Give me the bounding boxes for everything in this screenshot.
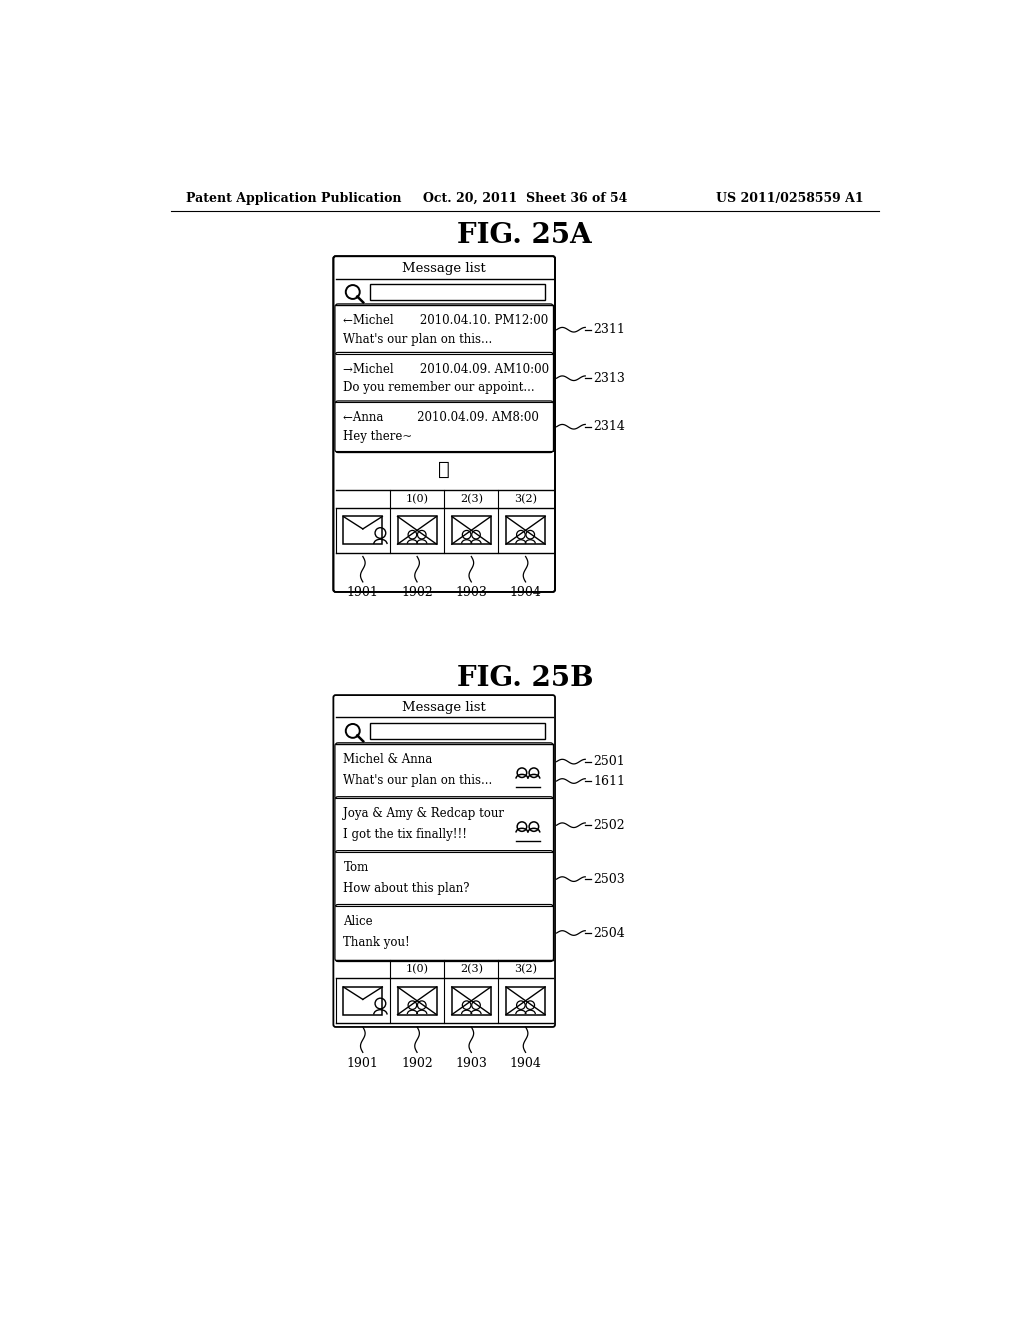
Text: Tom: Tom <box>343 861 369 874</box>
Text: 1904: 1904 <box>510 586 542 599</box>
Text: What's our plan on this...: What's our plan on this... <box>343 774 493 787</box>
Text: FIG. 25B: FIG. 25B <box>457 665 593 692</box>
FancyBboxPatch shape <box>335 743 554 800</box>
Text: ⋮: ⋮ <box>438 461 451 479</box>
Text: 2(3): 2(3) <box>460 494 483 504</box>
Text: ←Anna         2010.04.09. AM8:00: ←Anna 2010.04.09. AM8:00 <box>343 412 540 425</box>
Text: Message list: Message list <box>402 701 486 714</box>
Bar <box>397 516 436 544</box>
Text: 1903: 1903 <box>456 1056 487 1069</box>
Text: How about this plan?: How about this plan? <box>343 882 470 895</box>
FancyBboxPatch shape <box>335 304 554 355</box>
Text: →Michel       2010.04.09. AM10:00: →Michel 2010.04.09. AM10:00 <box>343 363 550 376</box>
Text: 2314: 2314 <box>593 420 625 433</box>
Text: Oct. 20, 2011  Sheet 36 of 54: Oct. 20, 2011 Sheet 36 of 54 <box>423 191 627 205</box>
FancyBboxPatch shape <box>335 797 554 854</box>
Text: Hey there~: Hey there~ <box>343 430 413 444</box>
Text: Alice: Alice <box>343 915 373 928</box>
FancyBboxPatch shape <box>335 352 554 404</box>
Text: 2504: 2504 <box>593 927 625 940</box>
Bar <box>343 516 382 544</box>
Text: 1(0): 1(0) <box>406 494 429 504</box>
Text: 2501: 2501 <box>593 755 625 768</box>
FancyBboxPatch shape <box>335 850 554 908</box>
Bar <box>506 516 545 544</box>
Text: Joya & Amy & Redcap tour: Joya & Amy & Redcap tour <box>343 807 505 820</box>
Text: 3(2): 3(2) <box>514 964 537 974</box>
Bar <box>397 987 436 1015</box>
Text: 3(2): 3(2) <box>514 494 537 504</box>
Text: Message list: Message list <box>402 261 486 275</box>
Text: 1903: 1903 <box>456 586 487 599</box>
Text: Patent Application Publication: Patent Application Publication <box>186 191 401 205</box>
Text: FIG. 25A: FIG. 25A <box>458 222 592 249</box>
Bar <box>452 516 490 544</box>
Text: 1611: 1611 <box>593 775 625 788</box>
Bar <box>452 987 490 1015</box>
Text: 2311: 2311 <box>593 323 625 337</box>
Text: 1904: 1904 <box>510 1056 542 1069</box>
Text: 1902: 1902 <box>401 586 433 599</box>
Text: 1901: 1901 <box>347 586 379 599</box>
Bar <box>370 284 545 300</box>
Text: 2(3): 2(3) <box>460 964 483 974</box>
FancyBboxPatch shape <box>334 256 555 591</box>
Text: 1902: 1902 <box>401 1056 433 1069</box>
Text: 2313: 2313 <box>593 372 625 384</box>
Text: Do you remember our appoint...: Do you remember our appoint... <box>343 381 536 395</box>
Text: I got the tix finally!!!: I got the tix finally!!! <box>343 828 467 841</box>
Text: ←Michel       2010.04.10. PM12:00: ←Michel 2010.04.10. PM12:00 <box>343 314 549 327</box>
Bar <box>343 987 382 1015</box>
Bar <box>506 987 545 1015</box>
Text: Thank you!: Thank you! <box>343 936 411 949</box>
Text: 2503: 2503 <box>593 873 625 886</box>
Text: 1(0): 1(0) <box>406 964 429 974</box>
Bar <box>370 723 545 739</box>
Text: 2502: 2502 <box>593 818 625 832</box>
Text: US 2011/0258559 A1: US 2011/0258559 A1 <box>716 191 863 205</box>
Text: What's our plan on this...: What's our plan on this... <box>343 333 493 346</box>
Text: Michel & Anna: Michel & Anna <box>343 754 433 767</box>
FancyBboxPatch shape <box>335 904 554 961</box>
Text: 1901: 1901 <box>347 1056 379 1069</box>
FancyBboxPatch shape <box>335 401 554 453</box>
